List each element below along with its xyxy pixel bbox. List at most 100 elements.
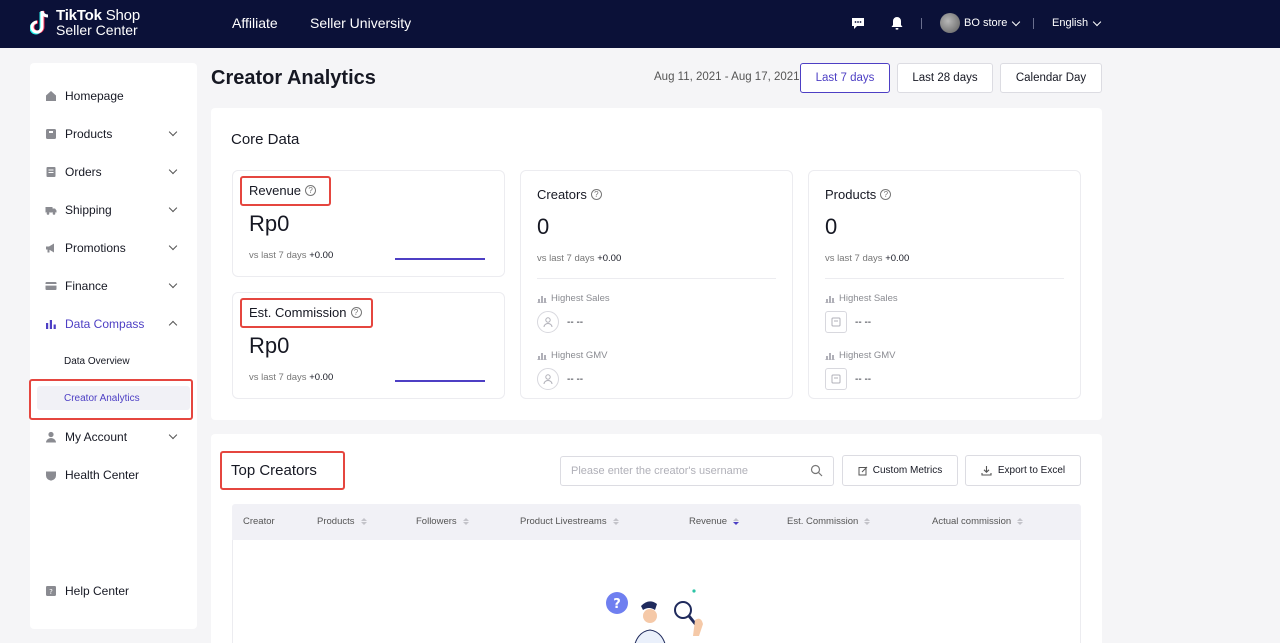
chevron-down-icon: [1092, 17, 1102, 26]
bell-icon[interactable]: [889, 15, 907, 33]
products-highest-gmv-label: Highest GMV: [825, 350, 896, 361]
top-creators-title: Top Creators: [231, 462, 317, 479]
chevron-down-icon: [168, 127, 178, 137]
table-header: Creator Products Followers Product Lives…: [232, 504, 1081, 540]
empty-state-illustration-icon: ?: [593, 584, 733, 643]
products-comparison: vs last 7 days +0.00: [825, 253, 910, 264]
highlight-box: [29, 379, 193, 420]
help-book-icon: ?: [45, 585, 57, 597]
svg-text:?: ?: [49, 588, 53, 596]
divider: [921, 18, 922, 29]
shield-icon: [45, 469, 57, 481]
sidebar-item-my-account[interactable]: My Account: [30, 425, 197, 449]
store-switcher[interactable]: BO store: [940, 13, 1021, 33]
sidebar-subitem-creator-analytics[interactable]: Creator Analytics: [64, 393, 140, 404]
commission-sparkline: [395, 380, 485, 382]
chevron-down-icon: [168, 165, 178, 175]
products-title: Products?: [825, 187, 892, 202]
help-circle-icon[interactable]: ?: [590, 189, 602, 200]
calendar-day-button[interactable]: Calendar Day: [1000, 63, 1102, 93]
column-product-livestreams[interactable]: Product Livestreams: [520, 516, 619, 527]
creators-comparison: vs last 7 days +0.00: [537, 253, 622, 264]
nav-seller-university[interactable]: Seller University: [310, 15, 412, 31]
sort-icon[interactable]: [462, 518, 469, 525]
user-placeholder-icon: [537, 368, 559, 390]
chevron-down-icon: [168, 430, 178, 440]
core-data-title: Core Data: [231, 131, 300, 148]
mini-bar-chart-icon: [825, 295, 835, 303]
creators-metric: [520, 170, 793, 399]
mini-bar-chart-icon: [537, 352, 547, 360]
sidebar-subitem-data-overview[interactable]: Data Overview: [64, 356, 130, 367]
creator-search-input[interactable]: [560, 456, 834, 486]
download-icon: [981, 465, 992, 476]
column-creator: Creator: [243, 516, 275, 527]
truck-icon: [45, 204, 57, 216]
bar-chart-icon: [45, 318, 57, 330]
creators-value: 0: [537, 214, 550, 239]
revenue-title: Revenue?: [249, 183, 317, 198]
last-7-days-button[interactable]: Last 7 days: [800, 63, 890, 93]
active-item-background: [37, 386, 190, 410]
custom-metrics-button[interactable]: Custom Metrics: [842, 455, 958, 486]
search-icon[interactable]: [810, 464, 823, 477]
help-circle-icon[interactable]: ?: [880, 189, 892, 200]
product-placeholder-icon: [825, 368, 847, 390]
sort-icon[interactable]: [612, 518, 619, 525]
column-actual-commission[interactable]: Actual commission: [932, 516, 1024, 527]
chevron-up-icon: [168, 320, 178, 330]
chevron-down-icon: [168, 241, 178, 251]
card-icon: [45, 280, 57, 292]
revenue-comparison: vs last 7 days +0.00: [249, 250, 334, 261]
chat-icon[interactable]: [850, 15, 868, 33]
sidebar-item-shipping[interactable]: Shipping: [30, 198, 197, 222]
creators-highest-gmv-label: Highest GMV: [537, 350, 608, 361]
home-icon: [45, 90, 57, 102]
products-icon: [45, 128, 57, 140]
sort-icon[interactable]: [864, 518, 871, 525]
divider: [1033, 18, 1034, 29]
avatar: [940, 13, 960, 33]
help-circle-icon[interactable]: ?: [350, 307, 362, 318]
revenue-value: Rp0: [249, 211, 290, 236]
products-metric: [808, 170, 1081, 399]
last-28-days-button[interactable]: Last 28 days: [897, 63, 993, 93]
column-followers[interactable]: Followers: [416, 516, 469, 527]
store-name: BO store: [964, 17, 1008, 29]
mini-bar-chart-icon: [825, 352, 835, 360]
help-circle-icon[interactable]: ?: [305, 185, 317, 196]
highlight-box: [240, 176, 331, 206]
column-est-commission[interactable]: Est. Commission: [787, 516, 871, 527]
column-products[interactable]: Products: [317, 516, 367, 527]
creators-title: Creators?: [537, 187, 602, 202]
megaphone-icon: [45, 242, 57, 254]
tiktok-shop-logo[interactable]: TikTok Shop Seller Center: [29, 7, 140, 38]
column-revenue[interactable]: Revenue: [689, 516, 740, 527]
divider: [825, 278, 1064, 279]
sort-icon[interactable]: [1017, 518, 1024, 525]
divider: [537, 278, 776, 279]
commission-value: Rp0: [249, 333, 290, 358]
logo-brand: TikTok Shop: [56, 7, 140, 24]
sidebar-item-orders[interactable]: Orders: [30, 160, 197, 184]
sidebar-item-homepage[interactable]: Homepage: [30, 84, 197, 108]
sort-icon[interactable]: [360, 518, 367, 525]
export-to-excel-button[interactable]: Export to Excel: [965, 455, 1081, 486]
sidebar-item-help-center[interactable]: ? Help Center: [30, 579, 197, 603]
sort-icon[interactable]: [733, 518, 740, 525]
logo-subtitle: Seller Center: [56, 22, 138, 38]
table-body-empty: ?: [232, 540, 1081, 643]
creators-highest-gmv-value: -- --: [537, 368, 583, 390]
sidebar-item-promotions[interactable]: Promotions: [30, 236, 197, 260]
page-title: Creator Analytics: [211, 67, 376, 89]
sidebar-item-health-center[interactable]: Health Center: [30, 463, 197, 487]
creators-highest-sales-value: -- --: [537, 311, 583, 333]
products-highest-sales-label: Highest Sales: [825, 293, 898, 304]
sidebar-item-products[interactable]: Products: [30, 122, 197, 146]
sidebar-item-finance[interactable]: Finance: [30, 274, 197, 298]
sidebar-item-data-compass[interactable]: Data Compass: [30, 312, 197, 336]
chevron-down-icon: [1012, 17, 1021, 26]
language-switcher[interactable]: English: [1052, 17, 1102, 29]
nav-affiliate[interactable]: Affiliate: [232, 15, 278, 31]
highlight-box: [220, 451, 345, 490]
